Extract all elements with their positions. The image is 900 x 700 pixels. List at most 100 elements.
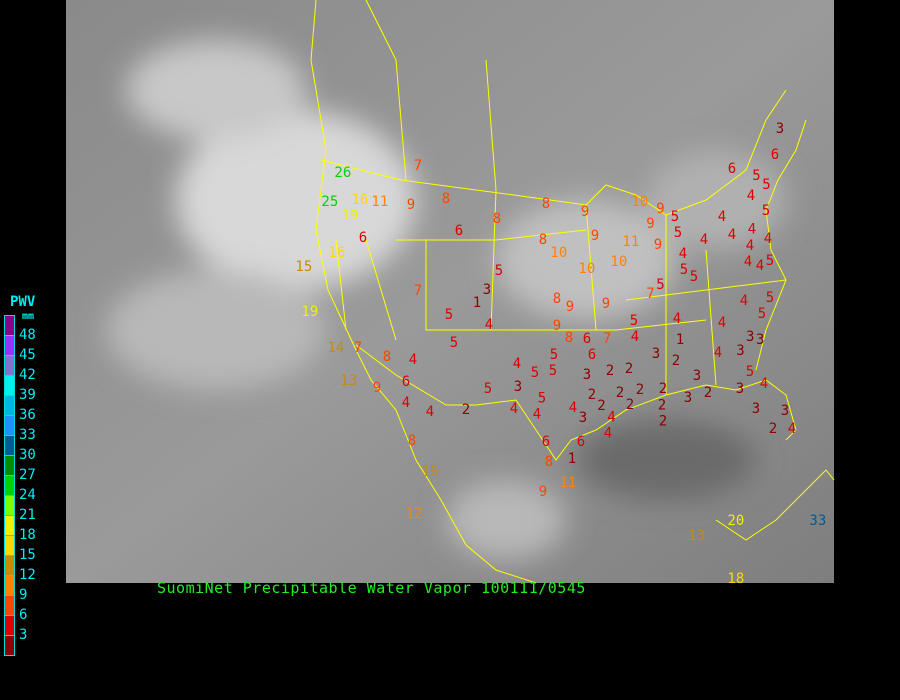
legend-label: 45 (19, 347, 36, 363)
legend-label: 33 (19, 427, 36, 443)
legend-label: 21 (19, 507, 36, 523)
legend-swatch (4, 355, 15, 375)
station-value: 9 (566, 299, 574, 315)
station-value: 2 (625, 361, 633, 377)
station-value: 1 (676, 332, 684, 348)
legend-swatch (4, 555, 15, 575)
station-value: 2 (626, 397, 634, 413)
station-value: 6 (402, 374, 410, 390)
station-value: 9 (591, 228, 599, 244)
station-value: 2 (659, 414, 667, 430)
station-value: 4 (714, 345, 722, 361)
legend-title: PWV (10, 294, 36, 310)
station-value: 8 (493, 211, 501, 227)
station-value: 19 (341, 208, 358, 224)
station-value: 9 (646, 216, 654, 232)
station-value: 15 (421, 464, 438, 480)
station-value: 5 (762, 177, 770, 193)
station-value: 4 (533, 407, 541, 423)
station-value: 20 (727, 513, 744, 529)
station-value: 5 (680, 262, 688, 278)
legend-swatch (4, 515, 15, 535)
station-value: 3 (514, 379, 522, 395)
station-value: 1 (473, 295, 481, 311)
station-value: 5 (766, 253, 774, 269)
station-value: 3 (652, 346, 660, 362)
station-value: 4 (700, 232, 708, 248)
legend-unit: mm (22, 311, 35, 322)
station-value: 2 (636, 382, 644, 398)
station-value: 2 (616, 385, 624, 401)
color-legend: 48 45 42 39 36 33 30 27 24 21 18 15 12 9 6 3 (4, 315, 36, 656)
station-value: 5 (495, 263, 503, 279)
station-value: 4 (728, 227, 736, 243)
station-value: 9 (407, 197, 415, 213)
station-value: 8 (442, 191, 450, 207)
legend-label: 15 (19, 547, 36, 563)
station-value: 2 (704, 385, 712, 401)
legend-swatch (4, 575, 15, 595)
station-value: 3 (693, 368, 701, 384)
station-value: 7 (603, 331, 611, 347)
station-value: 2 (462, 402, 470, 418)
station-value: 8 (565, 330, 573, 346)
station-value: 12 (405, 506, 422, 522)
station-value: 3 (684, 390, 692, 406)
station-value: 3 (583, 367, 591, 383)
legend-label: 3 (19, 627, 28, 643)
station-value: 25 (321, 194, 338, 210)
station-value: 10 (610, 254, 627, 270)
legend-label: 36 (19, 407, 36, 423)
station-value: 5 (766, 290, 774, 306)
station-value: 7 (414, 158, 422, 174)
station-value: 8 (408, 433, 416, 449)
station-value: 5 (656, 277, 664, 293)
legend-label: 30 (19, 447, 36, 463)
station-value: 4 (513, 356, 521, 372)
station-value: 4 (718, 315, 726, 331)
legend-label: 42 (19, 367, 36, 383)
station-value: 3 (483, 282, 491, 298)
station-value: 10 (578, 261, 595, 277)
station-value: 9 (656, 201, 664, 217)
legend-label: 48 (19, 327, 36, 343)
station-value: 10 (631, 194, 648, 210)
station-value: 7 (414, 283, 422, 299)
station-value: 2 (588, 387, 596, 403)
legend-swatch (4, 595, 15, 615)
station-value: 13 (688, 528, 705, 544)
station-value: 16 (328, 245, 345, 261)
station-value: 3 (746, 329, 754, 345)
station-value: 2 (769, 421, 777, 437)
station-value: 4 (788, 421, 796, 437)
legend-label: 27 (19, 467, 36, 483)
station-value: 11 (622, 234, 639, 250)
station-value: 4 (744, 254, 752, 270)
station-value: 3 (736, 343, 744, 359)
legend-swatch (4, 435, 15, 455)
station-value: 26 (334, 165, 351, 181)
station-value: 5 (549, 363, 557, 379)
station-value: 2 (658, 398, 666, 414)
legend-label: 18 (19, 527, 36, 543)
station-value: 5 (758, 306, 766, 322)
station-value: 3 (736, 381, 744, 397)
station-value: 4 (485, 317, 493, 333)
station-value: 7 (646, 286, 654, 302)
station-value: 7 (354, 340, 362, 356)
station-value: 10 (550, 245, 567, 261)
station-value: 5 (746, 364, 754, 380)
station-value: 5 (550, 347, 558, 363)
station-value: 15 (295, 259, 312, 275)
station-value: 2 (597, 398, 605, 414)
station-value: 4 (607, 409, 615, 425)
legend-swatch (4, 535, 15, 555)
legend-label: 12 (19, 567, 36, 583)
station-value: 1 (568, 451, 576, 467)
station-value: 3 (776, 121, 784, 137)
station-value: 11 (371, 194, 388, 210)
station-value: 16 (351, 192, 368, 208)
station-value: 6 (542, 434, 550, 450)
station-value: 4 (764, 231, 772, 247)
